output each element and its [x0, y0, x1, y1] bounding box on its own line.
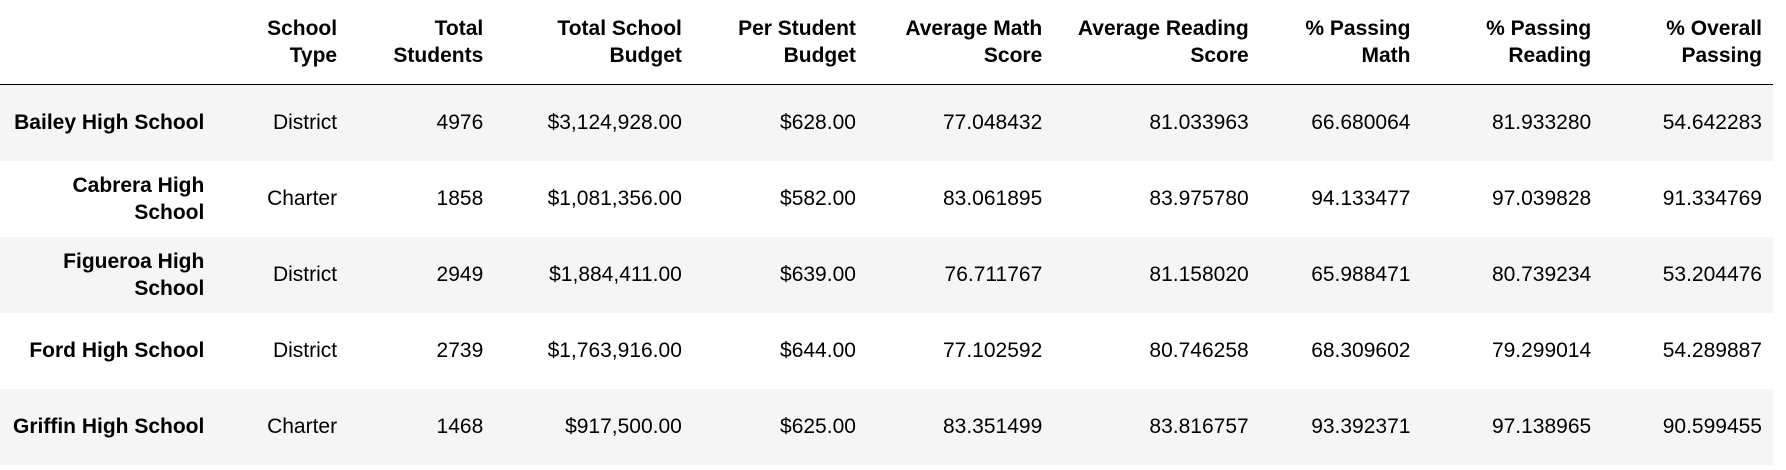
cell-per-student-budget: $582.00: [780, 187, 856, 210]
cell-per-student-budget: $639.00: [780, 263, 856, 286]
cell-total-school-budget: $1,081,356.00: [547, 187, 682, 210]
column-header-passing-reading: % Passing Reading: [1486, 17, 1592, 67]
cell-passing-math: 94.133477: [1311, 187, 1411, 210]
cell-passing-reading: 97.039828: [1491, 187, 1592, 210]
cell-average-reading-score: 80.746258: [1149, 339, 1249, 362]
cell-average-math-score: 76.711767: [944, 263, 1043, 286]
cell-passing-reading: 79.299014: [1491, 339, 1592, 362]
cell-per-student-budget: $625.00: [780, 415, 856, 438]
cell-passing-reading: 97.138965: [1491, 415, 1592, 438]
cell-total-school-budget: $917,500.00: [565, 415, 682, 438]
table-row: Griffin High School Charter 1468 $917,50…: [0, 388, 1773, 465]
cell-passing-reading: 81.933280: [1491, 111, 1592, 135]
row-label: Ford High School: [29, 339, 205, 362]
cell-school-type: District: [272, 339, 338, 362]
cell-total-students: 2739: [436, 339, 484, 362]
table-row: Cabrera High School Charter 1858 $1,081,…: [0, 161, 1773, 237]
row-label: Bailey High School: [14, 111, 205, 135]
cell-average-reading-score: 83.816757: [1149, 415, 1249, 438]
row-label: Griffin High School: [13, 415, 205, 438]
cell-overall-passing: 53.204476: [1662, 263, 1762, 286]
table-row: Figueroa High School District 2949 $1,88…: [0, 236, 1773, 313]
cell-average-reading-score: 81.033963: [1149, 111, 1249, 135]
cell-total-students: 4976: [436, 111, 484, 135]
table-body: Bailey High School District 4976 $3,124,…: [0, 84, 1773, 465]
cell-passing-math: 66.680064: [1311, 111, 1411, 135]
cell-school-type: District: [272, 111, 338, 135]
cell-average-math-score: 77.048432: [942, 111, 1043, 135]
column-header-total-students: Total Students: [393, 17, 484, 67]
cell-per-student-budget: $628.00: [780, 111, 856, 135]
cell-overall-passing: 54.642283: [1662, 111, 1762, 135]
cell-total-students: 1468: [436, 415, 484, 438]
cell-overall-passing: 90.599455: [1662, 415, 1762, 438]
index-header: [0, 0, 215, 85]
cell-overall-passing: 54.289887: [1662, 339, 1762, 362]
cell-total-school-budget: $3,124,928.00: [547, 111, 682, 135]
cell-average-reading-score: 81.158020: [1149, 263, 1249, 286]
header-row: School Type Total Students Total School …: [0, 0, 1773, 85]
cell-passing-math: 93.392371: [1311, 415, 1411, 438]
cell-total-students: 1858: [436, 187, 484, 210]
cell-school-type: Charter: [267, 187, 338, 210]
cell-average-math-score: 77.102592: [942, 339, 1043, 362]
table-header: School Type Total Students Total School …: [0, 0, 1773, 85]
cell-school-type: Charter: [267, 415, 338, 438]
row-label: Cabrera High School: [72, 173, 205, 224]
column-header-average-math-score: Average Math Score: [905, 17, 1043, 67]
cell-passing-reading: 80.739234: [1491, 263, 1592, 286]
column-header-total-school-budget: Total School Budget: [557, 17, 682, 67]
cell-total-school-budget: $1,884,411.00: [549, 263, 682, 286]
column-header-average-reading-score: Average Reading Score: [1077, 17, 1249, 67]
cell-average-math-score: 83.351499: [942, 415, 1043, 438]
cell-total-school-budget: $1,763,916.00: [547, 339, 682, 362]
column-header-overall-passing: % Overall Passing: [1666, 17, 1762, 67]
column-header-per-student-budget: Per Student Budget: [738, 17, 856, 67]
cell-average-math-score: 83.061895: [942, 187, 1043, 210]
cell-total-students: 2949: [436, 263, 484, 286]
cell-school-type: District: [272, 263, 338, 286]
column-header-passing-math: % Passing Math: [1305, 17, 1411, 67]
column-header-school-type: School Type: [267, 17, 338, 67]
row-label: Figueroa High School: [63, 249, 205, 300]
cell-passing-math: 65.988471: [1311, 263, 1411, 286]
cell-overall-passing: 91.334769: [1662, 187, 1762, 210]
table-row: Bailey High School District 4976 $3,124,…: [0, 84, 1773, 161]
cell-average-reading-score: 83.975780: [1149, 187, 1249, 210]
cell-passing-math: 68.309602: [1311, 339, 1411, 362]
table-row: Ford High School District 2739 $1,763,91…: [0, 313, 1773, 389]
cell-per-student-budget: $644.00: [780, 339, 856, 362]
